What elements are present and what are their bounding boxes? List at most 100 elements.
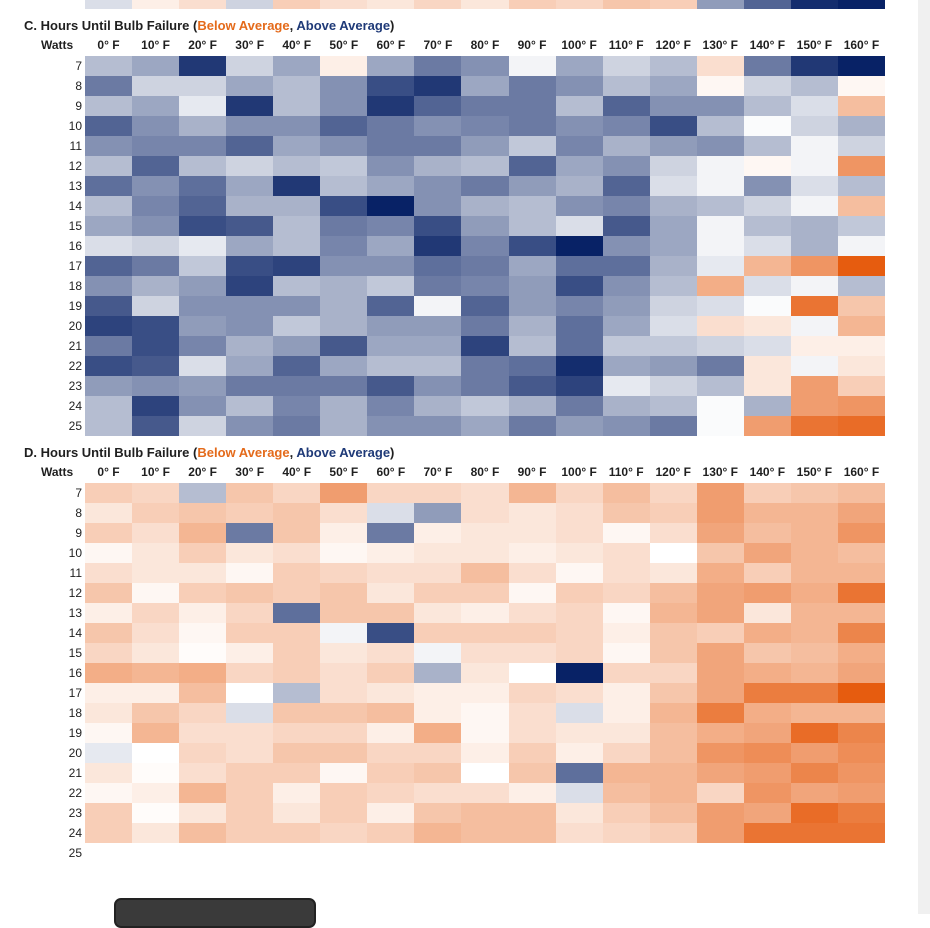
heatmap-cell (179, 416, 226, 436)
heatmap-cell (603, 483, 650, 503)
row-label: 15 (68, 219, 82, 233)
heatmap-cell (744, 356, 791, 376)
heatmap-cell (603, 56, 650, 76)
heatmap-cell (179, 356, 226, 376)
heatmap-cell (461, 416, 509, 436)
partial-heatmap-cell (744, 0, 791, 9)
column-header-label: 80° F (470, 38, 500, 52)
heatmap-cell (838, 96, 885, 116)
heatmap-cell (509, 603, 556, 623)
column-header-label: 130° F (702, 38, 738, 52)
heatmap-cell (414, 256, 461, 276)
partial-heatmap-cell (603, 0, 650, 9)
column-header-label: 70° F (423, 38, 453, 52)
heatmap-cell (179, 823, 226, 843)
bottom-button[interactable] (114, 898, 316, 928)
heatmap-cell (650, 76, 697, 96)
heatmap-cell (273, 396, 320, 416)
heatmap-cell (85, 136, 132, 156)
heatmap-cell (603, 336, 650, 356)
row-label: 20 (68, 319, 82, 333)
heatmap-cell (414, 723, 461, 743)
heatmap-cell (179, 336, 226, 356)
heatmap-cell (179, 96, 226, 116)
heatmap-cell (320, 316, 367, 336)
row-label: 16 (68, 239, 82, 253)
heatmap-cell (320, 276, 367, 296)
heatmap-cell (132, 236, 179, 256)
heatmap-cell (461, 583, 509, 603)
heatmap-cell (838, 703, 885, 723)
partial-heatmap-cell (85, 0, 132, 9)
column-header-label: 150° F (796, 465, 833, 479)
heatmap-cell (650, 196, 697, 216)
row-label: 14 (68, 626, 82, 640)
heatmap-cell (838, 296, 885, 316)
heatmap-cell (791, 96, 838, 116)
heatmap-cell (650, 823, 697, 843)
heatmap-cell (461, 316, 509, 336)
heatmap-cell (226, 543, 273, 563)
heatmap-cell (85, 643, 132, 663)
heatmap-cell (556, 823, 603, 843)
heatmap-cell (650, 236, 697, 256)
heatmap-cell (414, 316, 461, 336)
heatmap-cell (697, 256, 744, 276)
heatmap-cell (226, 316, 273, 336)
heatmap-cell (179, 523, 226, 543)
heatmap-cell (179, 803, 226, 823)
heatmap-cell (791, 216, 838, 236)
heatmap-cell (744, 56, 791, 76)
heatmap-cell (273, 643, 320, 663)
heatmap-cell (650, 483, 697, 503)
partial-heatmap-cell (509, 0, 556, 9)
heatmap-cell (791, 176, 838, 196)
heatmap-cell (414, 276, 461, 296)
heatmap-cell (320, 196, 367, 216)
heatmap-cell (367, 563, 414, 583)
heatmap-cell (367, 703, 414, 723)
chart-c-y-axis-label: Watts (41, 38, 74, 52)
heatmap-cell (838, 216, 885, 236)
heatmap-cell (603, 723, 650, 743)
heatmap-cell (509, 803, 556, 823)
row-label: 7 (75, 486, 82, 500)
heatmap-cell (791, 356, 838, 376)
row-label: 8 (75, 79, 82, 93)
heatmap-cell (556, 503, 603, 523)
column-header-label: 150° F (796, 38, 833, 52)
heatmap-cell (461, 783, 509, 803)
column-header-label: 50° F (329, 38, 359, 52)
row-label: 19 (68, 299, 82, 313)
heatmap-cell (414, 96, 461, 116)
heatmap-cell (461, 563, 509, 583)
heatmap-cell (603, 76, 650, 96)
heatmap-cell (697, 723, 744, 743)
heatmap-cell (226, 136, 273, 156)
heatmap-cell (697, 76, 744, 96)
column-header-label: 140° F (749, 38, 786, 52)
heatmap-cell (320, 623, 367, 643)
heatmap-cell (132, 316, 179, 336)
heatmap-cell (320, 296, 367, 316)
partial-heatmap-cell (273, 0, 320, 9)
heatmap-cell (132, 196, 179, 216)
heatmap-cell (650, 583, 697, 603)
heatmap-cell (838, 56, 885, 76)
chart-d-title-prefix: Hours Until Bulb Failure ( (40, 445, 198, 460)
heatmap-cell (414, 156, 461, 176)
heatmap-cell (650, 603, 697, 623)
heatmap-cell (556, 723, 603, 743)
heatmap-cell (226, 356, 273, 376)
heatmap-cell (226, 236, 273, 256)
heatmap-cell (132, 683, 179, 703)
heatmap-cell (744, 116, 791, 136)
heatmap-cell (791, 116, 838, 136)
heatmap-cell (744, 156, 791, 176)
chart-c-title-suffix: ) (390, 18, 395, 33)
heatmap-cell (273, 603, 320, 623)
heatmap-cell (838, 803, 885, 823)
heatmap-cell (509, 76, 556, 96)
heatmap-cell (226, 783, 273, 803)
heatmap-cell (85, 156, 132, 176)
